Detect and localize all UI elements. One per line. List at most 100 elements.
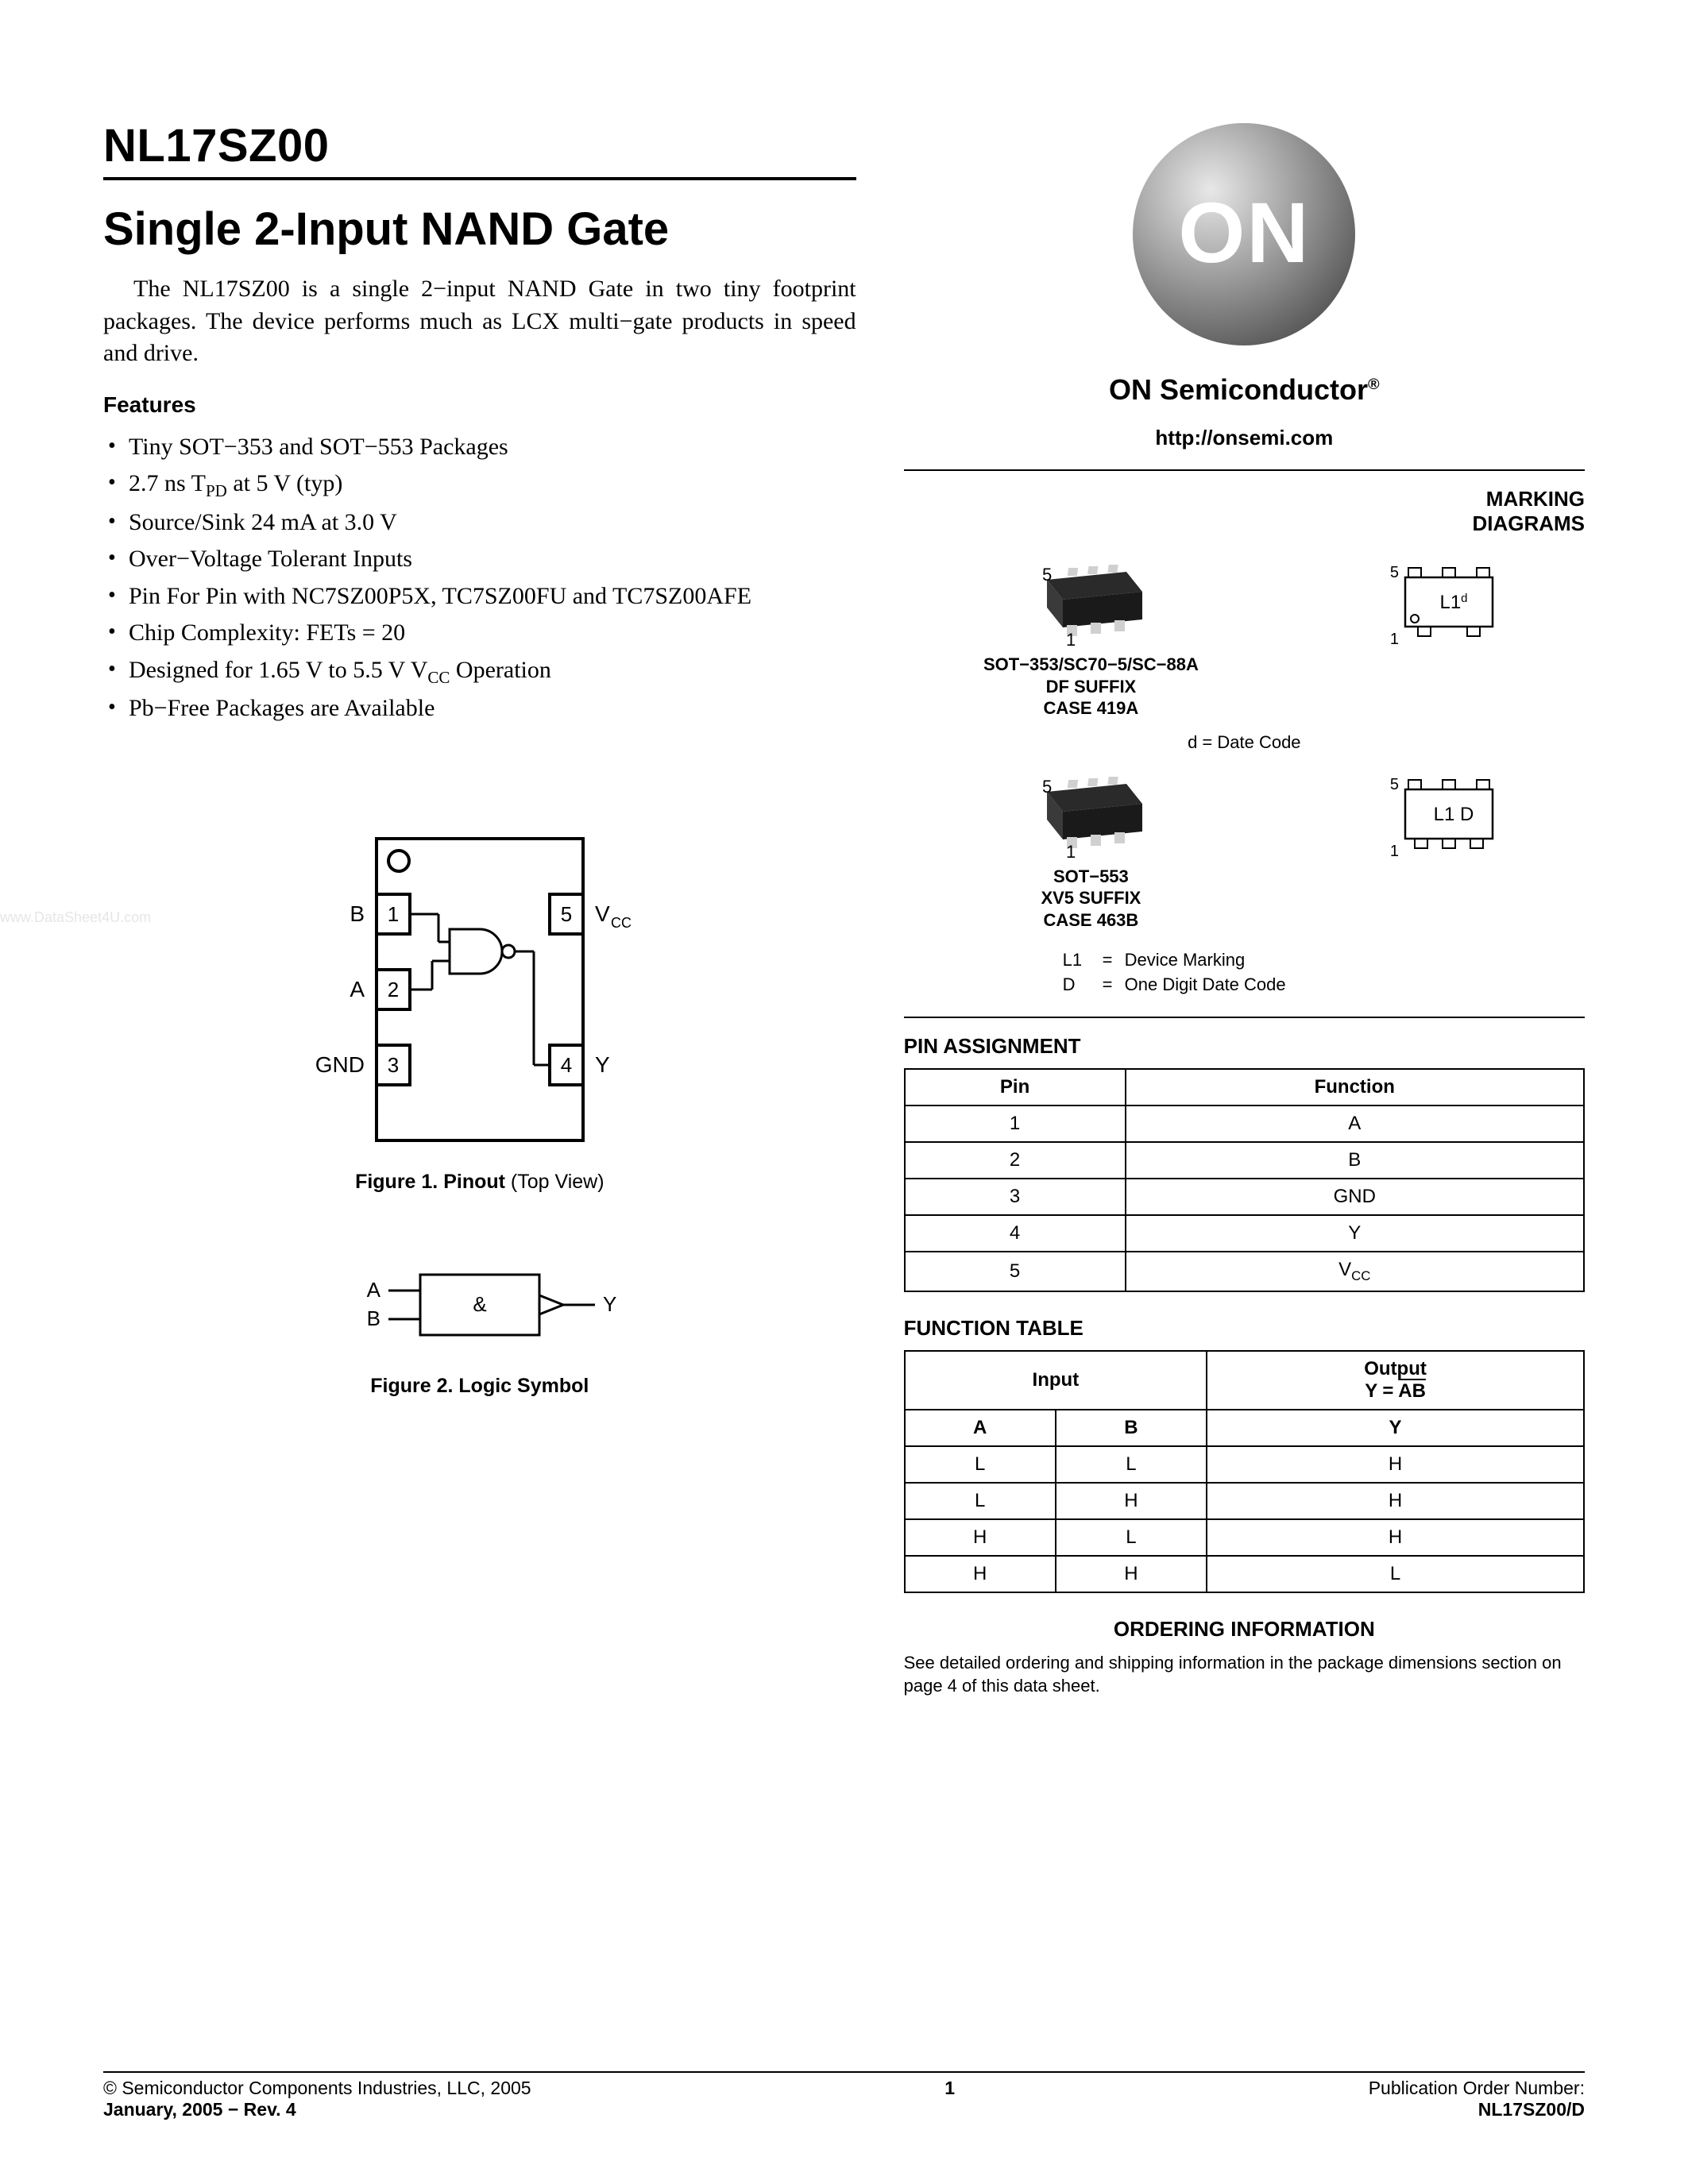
table-cell: H — [1056, 1556, 1207, 1592]
table-header: Y — [1207, 1410, 1584, 1446]
intro-text: The NL17SZ00 is a single 2−input NAND Ga… — [103, 276, 856, 366]
ordering-text: See detailed ordering and shipping infor… — [904, 1651, 1585, 1698]
table-row: 4Y — [905, 1215, 1584, 1252]
table-cell: L — [1056, 1446, 1207, 1483]
feature-item: Designed for 1.65 V to 5.5 V VCC Operati… — [105, 652, 856, 691]
logo-text: ON — [1178, 183, 1310, 282]
on-logo-icon: ON — [1129, 119, 1359, 349]
brand-text: ON Semiconductor — [1109, 373, 1368, 406]
table-row: 2B — [905, 1142, 1584, 1179]
package-label: SOT−553XV5 SUFFIXCASE 463B — [904, 866, 1279, 932]
footer-pub-label: Publication Order Number: — [1369, 2078, 1585, 2099]
package-3d-icon: 5 1 SOT−353/SC70−5/SC−88ADF SUFFIXCASE 4… — [904, 552, 1279, 720]
table-cell: H — [1207, 1519, 1584, 1556]
marking-heading-l1: MARKING — [1486, 487, 1585, 511]
footer-copyright: © Semiconductor Components Industries, L… — [103, 2078, 531, 2099]
table-cell: H — [1207, 1483, 1584, 1519]
package-row: 5 1 SOT−553XV5 SUFFIXCASE 463B L1 D 5 1 — [904, 764, 1585, 932]
pinout-figure: 1 2 3 5 4 B A GND VCC Y — [103, 823, 856, 1194]
svg-text:GND: GND — [315, 1052, 365, 1077]
svg-text:1: 1 — [388, 902, 399, 926]
date-code-note: d = Date Code — [904, 732, 1585, 753]
svg-text:Y: Y — [603, 1292, 616, 1316]
table-row: HHL — [905, 1556, 1584, 1592]
main-title: Single 2-Input NAND Gate — [103, 203, 856, 256]
packages-container: 5 1 SOT−353/SC70−5/SC−88ADF SUFFIXCASE 4… — [904, 552, 1585, 943]
svg-text:5: 5 — [1042, 777, 1052, 797]
marking-legend: L1=Device MarkingD=One Digit Date Code — [904, 948, 1585, 997]
footer-date-rev: January, 2005 − Rev. 4 — [103, 2099, 531, 2120]
table-cell: B — [1126, 1142, 1584, 1179]
table-header: OutputY = AB — [1207, 1351, 1584, 1410]
marking-heading: MARKING DIAGRAMS — [904, 487, 1585, 536]
svg-text:A: A — [350, 977, 365, 1001]
table-header: B — [1056, 1410, 1207, 1446]
footer-page-number: 1 — [944, 2078, 955, 2120]
table-row: LHH — [905, 1483, 1584, 1519]
table-row: LLH — [905, 1446, 1584, 1483]
figure1-caption-bold: Figure 1. Pinout — [355, 1171, 505, 1193]
table-cell: H — [1056, 1483, 1207, 1519]
pinout-svg: 1 2 3 5 4 B A GND VCC Y — [241, 823, 718, 1156]
feature-item: Pb−Free Packages are Available — [105, 690, 856, 727]
package-row: 5 1 SOT−353/SC70−5/SC−88ADF SUFFIXCASE 4… — [904, 552, 1585, 720]
title-rule — [103, 177, 856, 180]
svg-text:V: V — [595, 901, 610, 926]
brand-name: ON Semiconductor® — [904, 373, 1585, 407]
table-cell: 4 — [905, 1215, 1126, 1252]
svg-text:4: 4 — [561, 1053, 572, 1077]
marking-heading-l2: DIAGRAMS — [1472, 511, 1585, 535]
package-label: SOT−353/SC70−5/SC−88ADF SUFFIXCASE 419A — [904, 654, 1279, 720]
footer-pub-number: NL17SZ00/D — [1369, 2099, 1585, 2120]
feature-item: Tiny SOT−353 and SOT−553 Packages — [105, 429, 856, 466]
function-table-heading: FUNCTION TABLE — [904, 1316, 1585, 1341]
svg-text:1: 1 — [1066, 630, 1076, 647]
svg-text:Y: Y — [595, 1052, 610, 1077]
table-header: Pin — [905, 1069, 1126, 1106]
figure2-caption-bold: Figure 2. Logic Symbol — [370, 1375, 589, 1397]
legend-row: D=One Digit Date Code — [1063, 973, 1585, 997]
table-cell: L — [1207, 1556, 1584, 1592]
feature-item: Pin For Pin with NC7SZ00P5X, TC7SZ00FU a… — [105, 578, 856, 615]
feature-item: Chip Complexity: FETs = 20 — [105, 615, 856, 652]
table-row: HLH — [905, 1519, 1584, 1556]
intro-paragraph: The NL17SZ00 is a single 2−input NAND Ga… — [103, 273, 856, 370]
section-rule-2 — [904, 1017, 1585, 1018]
table-cell: 1 — [905, 1106, 1126, 1142]
package-3d-icon: 5 1 SOT−553XV5 SUFFIXCASE 463B — [904, 764, 1279, 932]
logic-symbol-svg: A B & Y — [313, 1257, 647, 1360]
svg-text:5: 5 — [1389, 564, 1398, 581]
table-cell: H — [1207, 1446, 1584, 1483]
table-header: Function — [1126, 1069, 1584, 1106]
svg-text:5: 5 — [561, 902, 572, 926]
section-rule — [904, 469, 1585, 471]
table-row: 1A — [905, 1106, 1584, 1142]
table-cell: L — [905, 1446, 1056, 1483]
svg-text:1: 1 — [1066, 842, 1076, 859]
part-number: NL17SZ00 — [103, 119, 856, 172]
svg-text:5: 5 — [1042, 565, 1052, 585]
feature-item: Source/Sink 24 mA at 3.0 V — [105, 504, 856, 542]
footer-rule — [103, 2071, 1585, 2073]
svg-text:CC: CC — [611, 915, 632, 931]
table-cell: L — [1056, 1519, 1207, 1556]
figure1-caption: Figure 1. Pinout (Top View) — [103, 1171, 856, 1194]
svg-text:3: 3 — [388, 1053, 399, 1077]
table-cell: H — [905, 1519, 1056, 1556]
table-cell: H — [905, 1556, 1056, 1592]
brand-url[interactable]: http://onsemi.com — [904, 426, 1585, 450]
table-cell: 3 — [905, 1179, 1126, 1215]
svg-text:L1 D: L1 D — [1433, 804, 1474, 825]
table-cell: L — [905, 1483, 1056, 1519]
table-header: Input — [905, 1351, 1207, 1410]
left-column: NL17SZ00 Single 2-Input NAND Gate The NL… — [103, 119, 856, 2025]
table-cell: 2 — [905, 1142, 1126, 1179]
features-list: Tiny SOT−353 and SOT−553 Packages2.7 ns … — [103, 429, 856, 727]
pin-assignment-table: PinFunction1A2B3GND4Y5VCC — [904, 1068, 1585, 1292]
feature-item: Over−Voltage Tolerant Inputs — [105, 541, 856, 578]
table-header: A — [905, 1410, 1056, 1446]
function-table: InputOutputY = ABABYLLHLHHHLHHHL — [904, 1350, 1585, 1593]
page-footer: © Semiconductor Components Industries, L… — [103, 2071, 1585, 2120]
svg-text:1: 1 — [1389, 631, 1398, 647]
logo-block: ON ON Semiconductor® http://onsemi.com — [904, 119, 1585, 461]
